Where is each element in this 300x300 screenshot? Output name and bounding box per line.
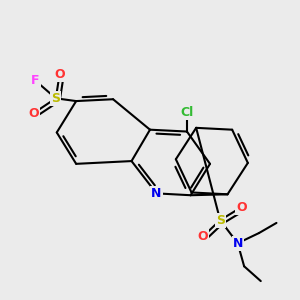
Text: O: O	[54, 68, 65, 81]
Text: N: N	[232, 237, 243, 250]
Text: S: S	[216, 214, 225, 227]
Text: O: O	[236, 201, 247, 214]
Text: N: N	[151, 187, 162, 200]
Text: O: O	[197, 230, 208, 243]
Text: Cl: Cl	[180, 106, 194, 119]
Text: S: S	[51, 92, 60, 105]
Text: F: F	[31, 74, 40, 87]
Text: O: O	[28, 106, 39, 120]
